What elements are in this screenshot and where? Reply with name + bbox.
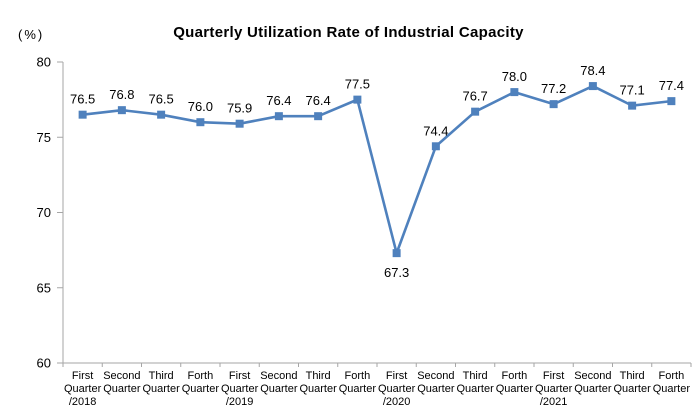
data-point-label: 74.4 [423,123,448,138]
data-point-label: 75.9 [227,101,252,116]
data-point-label: 67.3 [384,265,409,280]
data-point-marker [274,112,283,121]
y-axis-tick-label: 60 [37,356,51,371]
x-axis-tick-label: Third Quarter [456,370,494,395]
data-point-label: 77.1 [619,83,644,98]
data-point-marker [235,119,244,128]
y-axis-tick-label: 75 [37,130,51,145]
data-point-marker [549,100,558,109]
data-point-label: 77.4 [659,78,684,93]
y-axis-tick-label: 70 [37,205,51,220]
x-axis-tick-label: Forth Quarter [496,370,534,395]
x-axis-tick-label: First Quarter/2021 [535,370,573,408]
x-axis-tick-label: Third Quarter [613,370,651,395]
data-point-marker [588,82,597,91]
data-point-marker [78,110,87,119]
data-point-marker [353,95,362,104]
x-axis-tick-label: Third Quarter [142,370,180,395]
data-point-label: 78.4 [580,63,605,78]
data-point-marker [471,107,480,116]
x-axis-tick-label: First Quarter/2019 [221,370,259,408]
data-point-marker [392,249,401,258]
data-point-label: 76.8 [109,87,134,102]
x-axis-tick-label: Second Quarter [574,370,612,395]
x-axis-tick-label: First Quarter/2018 [64,370,102,408]
data-point-marker [667,97,676,106]
data-point-label: 77.2 [541,81,566,96]
x-axis-tick-label: Forth Quarter [182,370,220,395]
data-point-marker [157,110,166,119]
data-point-marker [431,142,440,151]
data-point-label: 77.5 [345,77,370,92]
x-axis-tick-label: Second Quarter [260,370,298,395]
x-axis-tick-label: First Quarter/2020 [378,370,416,408]
y-axis-tick-label: 80 [37,55,51,70]
x-axis-tick-label: Forth Quarter [653,370,691,395]
y-axis-unit-label: (%) [18,27,45,42]
data-point-label: 76.5 [148,92,173,107]
data-point-marker [117,106,126,115]
x-axis-tick-label: Forth Quarter [339,370,377,395]
series-line [81,84,673,255]
data-point-label: 76.4 [266,93,291,108]
x-axis-tick-label: Third Quarter [299,370,337,395]
x-axis-tick-label: Second Quarter [417,370,455,395]
data-point-label: 76.7 [462,89,487,104]
data-point-marker [196,118,205,127]
chart-title: Quarterly Utilization Rate of Industrial… [173,24,524,41]
x-axis-tick-label: Second Quarter [103,370,141,395]
y-axis-tick-label: 65 [37,280,51,295]
data-point-label: 76.4 [305,93,330,108]
data-point-marker [628,101,637,110]
data-point-label: 76.0 [188,99,213,114]
data-point-label: 76.5 [70,92,95,107]
data-point-marker [314,112,323,121]
data-point-label: 78.0 [502,69,527,84]
data-point-marker [510,88,519,97]
